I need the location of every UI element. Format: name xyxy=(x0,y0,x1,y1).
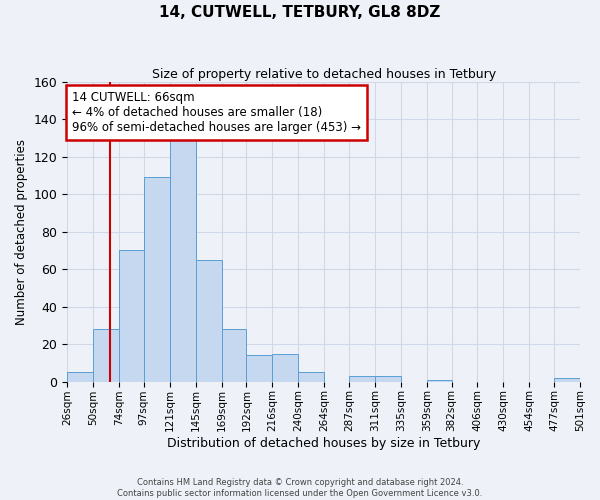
Bar xyxy=(221,329,247,382)
Bar xyxy=(298,372,324,382)
X-axis label: Distribution of detached houses by size in Tetbury: Distribution of detached houses by size … xyxy=(167,437,480,450)
Bar xyxy=(144,178,170,382)
Bar xyxy=(119,250,144,382)
Bar xyxy=(93,329,119,382)
Bar xyxy=(375,376,401,382)
Bar xyxy=(170,138,196,382)
Bar xyxy=(427,380,452,382)
Bar xyxy=(554,378,580,382)
Text: 14 CUTWELL: 66sqm
← 4% of detached houses are smaller (18)
96% of semi-detached : 14 CUTWELL: 66sqm ← 4% of detached house… xyxy=(72,90,361,134)
Bar xyxy=(247,356,272,382)
Bar xyxy=(196,260,221,382)
Bar xyxy=(272,354,298,382)
Bar xyxy=(67,372,93,382)
Bar xyxy=(349,376,375,382)
Text: 14, CUTWELL, TETBURY, GL8 8DZ: 14, CUTWELL, TETBURY, GL8 8DZ xyxy=(160,5,440,20)
Y-axis label: Number of detached properties: Number of detached properties xyxy=(15,138,28,324)
Text: Contains HM Land Registry data © Crown copyright and database right 2024.
Contai: Contains HM Land Registry data © Crown c… xyxy=(118,478,482,498)
Title: Size of property relative to detached houses in Tetbury: Size of property relative to detached ho… xyxy=(152,68,496,80)
